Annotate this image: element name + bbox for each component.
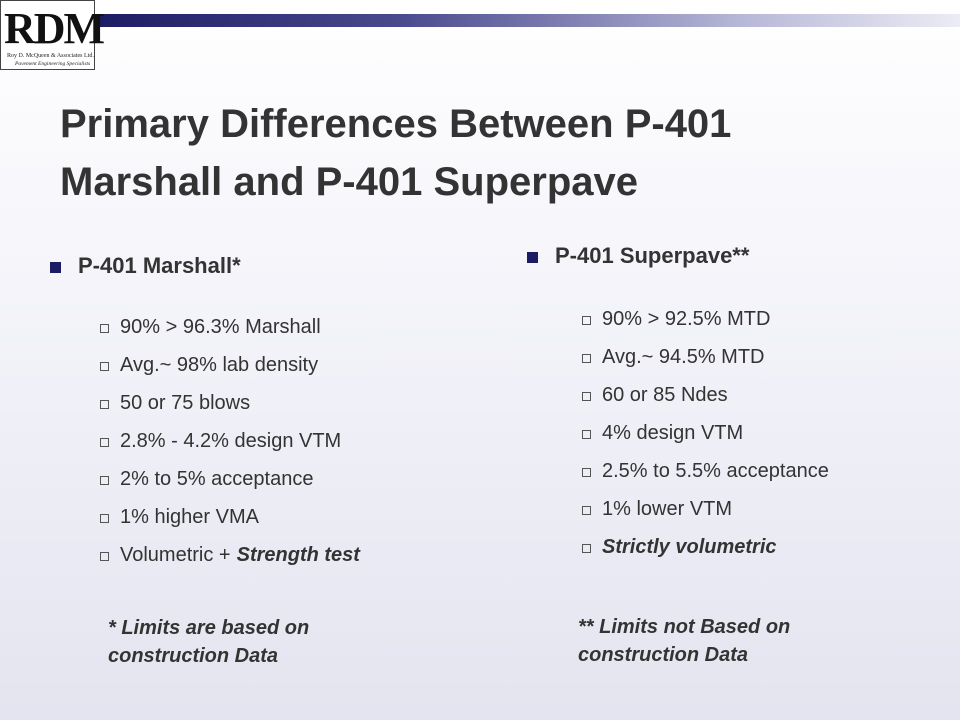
item: 2% to 5% acceptance [120,468,314,490]
sub-bullet [582,430,591,439]
sub-bullet [100,324,109,333]
item: Volumetric + Strength test [120,544,360,567]
title: Marshall and P-401 Superpave [60,160,639,204]
sub-bullet [100,552,109,561]
logo-mark: RDM [4,4,105,53]
footnote: * Limits are based on [108,617,310,639]
item: 2.5% to 5.5% acceptance [602,460,829,482]
item: 2.8% - 4.2% design VTM [120,430,342,452]
sub-bullet [100,362,109,371]
footnote: construction Data [578,644,749,666]
footnote: construction Data [108,645,279,667]
item-text: Volumetric + [120,544,231,566]
sub-bullet [582,392,591,401]
sub-bullet [100,400,109,409]
item: Avg.~ 94.5% MTD [602,346,765,368]
sub-bullet [582,354,591,363]
sub-bullet [100,438,109,447]
sub-bullet [100,514,109,523]
footnote: ** Limits not Based on [578,616,791,638]
column-heading: P-401 Superpave** [555,243,750,268]
item: 1% lower VTM [602,498,733,520]
bullet [527,252,538,263]
logo-tagline: Pavement Engineering Specialists [15,61,91,67]
logo-company: Roy D. McQueen & Associates Ltd. [7,53,94,59]
item: Strictly volumetric [602,536,777,558]
sub-bullet [582,468,591,477]
column-heading: P-401 Marshall* [78,253,241,278]
header-bar [100,14,960,27]
sub-bullet [582,544,591,553]
bullet [50,262,61,273]
item: 90% > 92.5% MTD [602,308,771,330]
sub-bullet [100,476,109,485]
item-emphasis: Strength test [236,544,360,566]
item: 90% > 96.3% Marshall [120,316,321,338]
item: 60 or 85 Ndes [602,384,728,406]
title: Primary Differences Between P-401 [60,102,732,146]
item: Avg.~ 98% lab density [120,354,319,376]
sub-bullet [582,316,591,325]
item: 4% design VTM [602,422,744,444]
item: 50 or 75 blows [120,392,251,414]
item: 1% higher VMA [120,506,259,528]
sub-bullet [582,506,591,515]
logo: RDM Roy D. McQueen & Associates Ltd. Pav… [0,0,105,70]
